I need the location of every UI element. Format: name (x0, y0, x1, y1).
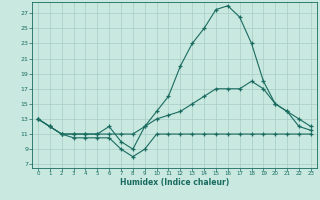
X-axis label: Humidex (Indice chaleur): Humidex (Indice chaleur) (120, 178, 229, 187)
